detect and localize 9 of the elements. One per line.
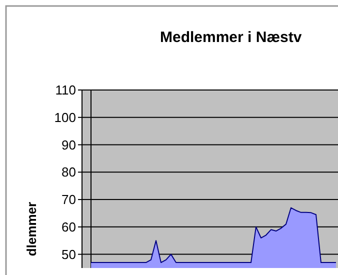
y-tick-label: 60 <box>62 219 76 234</box>
y-tick-label: 90 <box>62 137 76 152</box>
y-tick-label: 100 <box>54 110 76 125</box>
y-tick-label: 80 <box>62 164 76 180</box>
y-axis-title: dlemmer <box>24 202 39 256</box>
y-tick-label: 50 <box>62 246 76 262</box>
y-tick-label: 70 <box>62 192 76 208</box>
y-tick-label: 110 <box>55 82 76 98</box>
chart-title: Medlemmer i Næstv <box>160 29 302 46</box>
